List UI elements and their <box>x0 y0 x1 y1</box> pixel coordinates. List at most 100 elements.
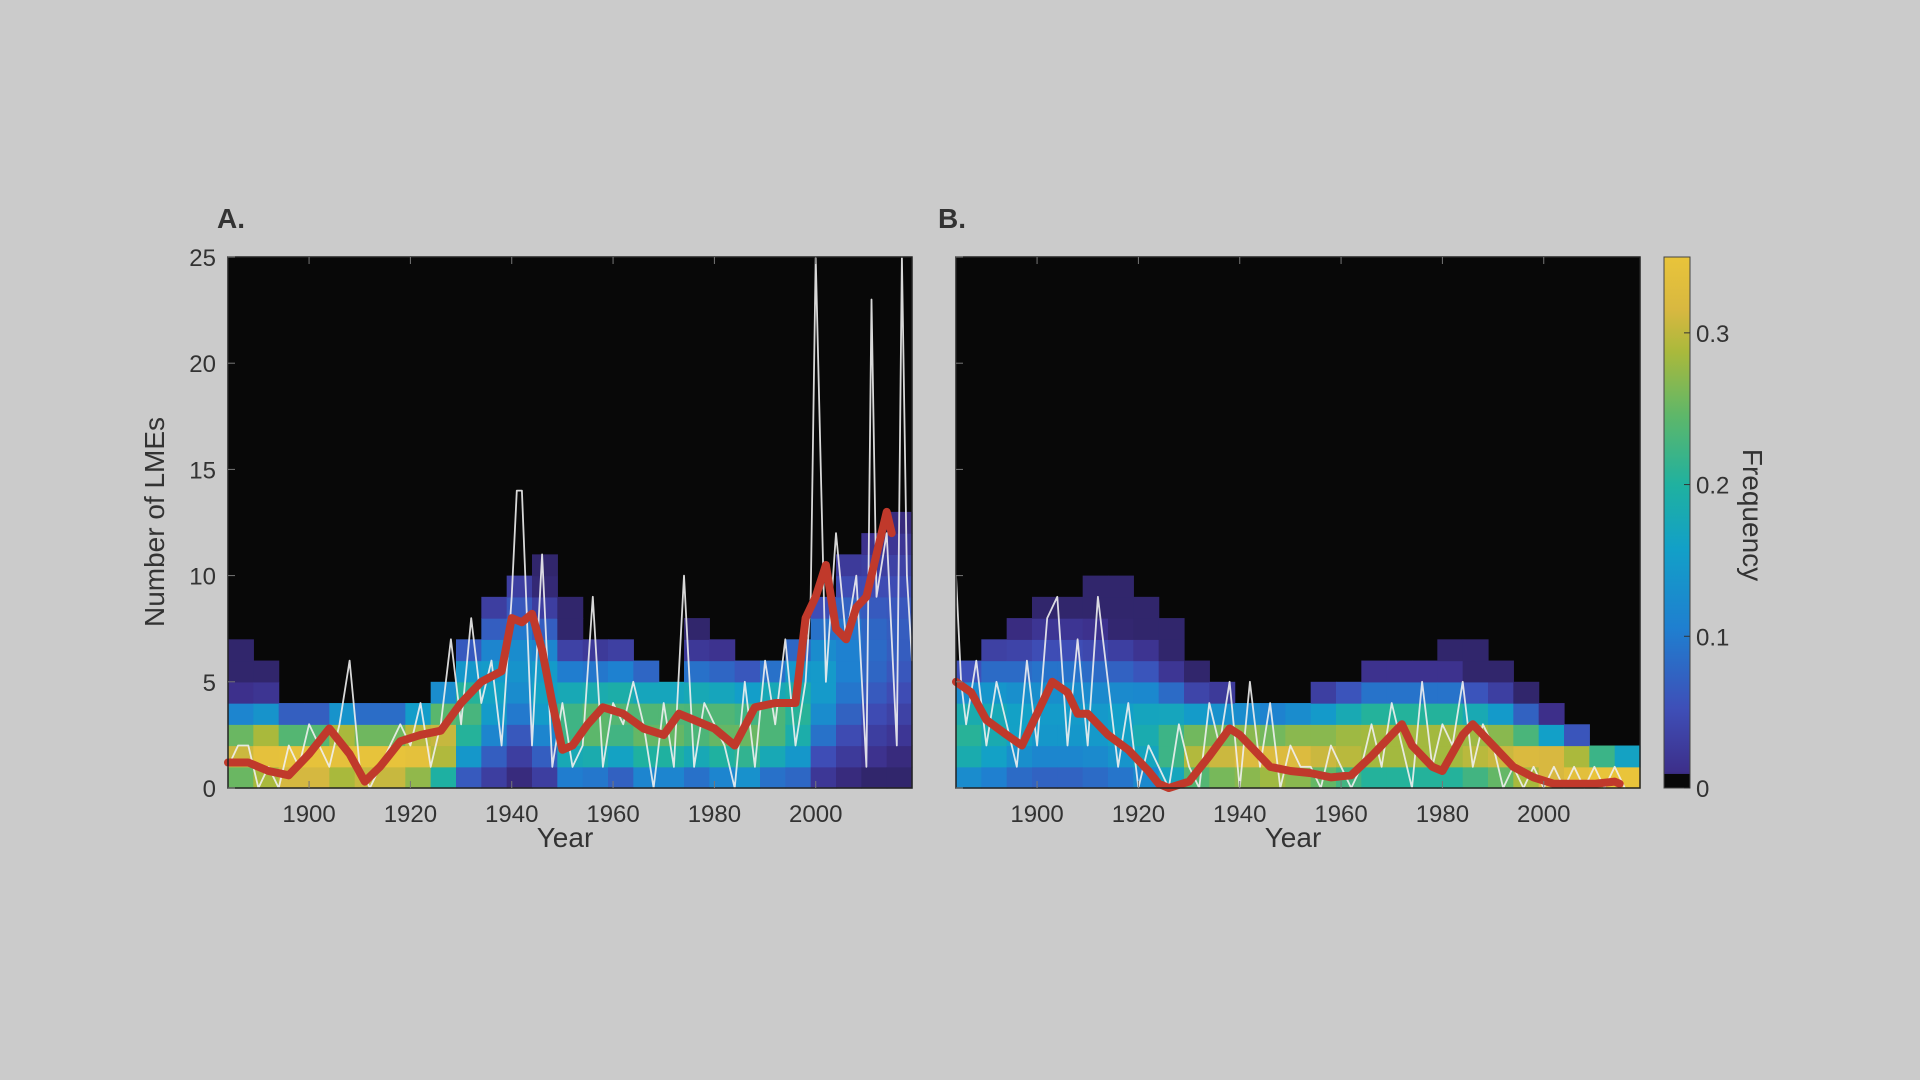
heatmap-cell <box>785 766 812 789</box>
y-tick-label: 25 <box>189 245 216 272</box>
heatmap-cell <box>1361 766 1388 789</box>
heatmap-cell <box>861 618 888 640</box>
colorbar-tick-label: 0.1 <box>1696 624 1729 651</box>
heatmap-cell <box>684 660 710 683</box>
heatmap-cell <box>956 766 982 789</box>
x-tick-label: 1900 <box>282 801 335 828</box>
heatmap-cell <box>684 639 710 662</box>
panel-a-axes: 1900 1920 1940 1960 1980 2000 0 5 10 15 20 25 <box>189 245 842 828</box>
heatmap-cell <box>981 660 1008 683</box>
heatmap-cell <box>1006 618 1033 640</box>
heatmap-cell <box>886 639 913 662</box>
heatmap-cell <box>608 660 634 683</box>
heatmap-cell <box>760 766 786 789</box>
x-tick-label: 1960 <box>1314 801 1367 828</box>
heatmap-cell <box>557 660 584 683</box>
colorbar-label: Frequency <box>1737 449 1768 581</box>
heatmap-cell <box>1412 681 1438 704</box>
heatmap-cell <box>1412 766 1438 789</box>
heatmap-cell <box>658 681 685 704</box>
y-tick-label: 10 <box>189 564 216 591</box>
heatmap-cell <box>1108 575 1134 598</box>
heatmap-cell <box>1184 660 1210 683</box>
x-tick-label: 1940 <box>1213 801 1266 828</box>
heatmap-cell <box>228 724 254 747</box>
heatmap-cell <box>836 639 862 662</box>
heatmap-cell <box>1032 745 1058 768</box>
heatmap-cell <box>709 660 736 683</box>
heatmap-cell <box>633 745 660 768</box>
heatmap-cell <box>836 554 862 577</box>
heatmap-cell <box>1488 703 1514 725</box>
heatmap-cell <box>861 660 888 683</box>
heatmap-cell <box>810 681 837 704</box>
panel-a-frame <box>227 256 913 789</box>
panel-a-x-axis-title: Year <box>537 822 594 853</box>
heatmap-cell <box>557 618 584 640</box>
heatmap-cell <box>1361 681 1388 704</box>
heatmap-cell <box>810 703 837 725</box>
x-tick-label: 1940 <box>485 801 538 828</box>
heatmap-cell <box>1462 660 1489 683</box>
heatmap-cell <box>1057 724 1084 747</box>
heatmap-cell <box>861 745 888 768</box>
panel-b-label: B. <box>938 203 966 234</box>
heatmap-cell <box>1133 703 1160 725</box>
colorbar-tick-label: 0 <box>1696 776 1709 803</box>
heatmap-cell <box>709 766 736 789</box>
heatmap-cell <box>1133 660 1160 683</box>
heatmap-cell <box>1082 681 1109 704</box>
heatmap-cell <box>304 766 330 789</box>
heatmap-cell <box>380 766 406 789</box>
heatmap-cell <box>481 681 508 704</box>
heatmap-cell <box>836 703 862 725</box>
heatmap-cell <box>228 639 254 662</box>
heatmap-cell <box>1361 703 1388 725</box>
heatmap-cell <box>506 703 533 725</box>
heatmap-cell <box>1614 745 1641 768</box>
heatmap-cell <box>1285 724 1312 747</box>
heatmap-cell <box>810 724 837 747</box>
heatmap-cell <box>633 660 660 683</box>
panel-b: B. 1900 1920 1940 1960 1980 2000 Year <box>938 203 1641 853</box>
heatmap-cell <box>1260 703 1286 725</box>
colorbar-zero-swatch <box>1664 774 1690 788</box>
heatmap-cell <box>1108 639 1134 662</box>
heatmap-cell <box>886 681 913 704</box>
heatmap-cell <box>228 766 254 789</box>
heatmap-cell <box>481 618 508 640</box>
heatmap-cell <box>1057 745 1084 768</box>
heatmap-cell <box>836 724 862 747</box>
panel-a-heatmap <box>228 511 913 789</box>
smoothed-series-line <box>224 507 896 786</box>
x-tick-label: 1920 <box>1112 801 1165 828</box>
heatmap-cell <box>810 745 837 768</box>
heatmap-cell <box>734 681 761 704</box>
heatmap-cell <box>608 745 634 768</box>
colorbar-frame <box>1663 256 1691 789</box>
heatmap-cell <box>1006 639 1033 662</box>
heatmap-cell <box>1336 724 1362 747</box>
heatmap-cell <box>1032 596 1058 619</box>
panel-b-lines <box>952 574 1626 792</box>
heatmap-cell <box>1133 596 1160 619</box>
heatmap-cell <box>836 681 862 704</box>
x-tick-label: 2000 <box>789 801 842 828</box>
heatmap-cell <box>1488 681 1514 704</box>
heatmap-cell <box>1310 724 1337 747</box>
heatmap-cell <box>1158 681 1185 704</box>
heatmap-cell <box>1158 618 1185 640</box>
heatmap-cell <box>709 745 736 768</box>
heatmap-cell <box>253 724 280 747</box>
heatmap-cell <box>1336 703 1362 725</box>
heatmap-cell <box>557 596 584 619</box>
heatmap-cell <box>253 660 280 683</box>
heatmap-cell <box>810 660 837 683</box>
heatmap-cell <box>1310 703 1337 725</box>
heatmap-cell <box>861 703 888 725</box>
heatmap-cell <box>709 639 736 662</box>
heatmap-cell <box>1057 766 1084 789</box>
heatmap-cell <box>354 724 381 747</box>
heatmap-cell <box>981 639 1008 662</box>
